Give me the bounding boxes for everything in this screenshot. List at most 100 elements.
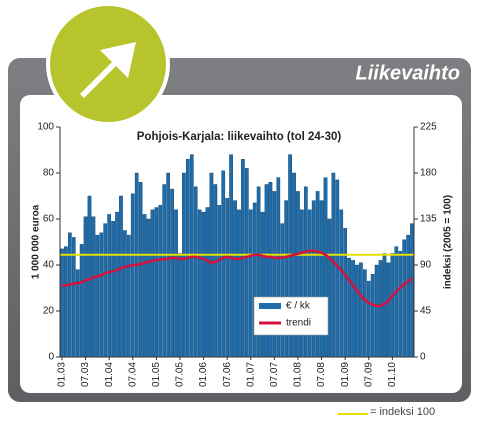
bar — [248, 209, 253, 358]
bar — [64, 246, 68, 358]
x-tick-label: 07.05 — [175, 362, 186, 387]
bar — [244, 168, 249, 358]
x-tick-label: 01.05 — [151, 362, 162, 387]
bar — [331, 172, 336, 358]
bar — [142, 214, 147, 358]
bar — [205, 207, 210, 358]
bar — [158, 204, 163, 358]
bar — [182, 172, 186, 358]
bar — [67, 232, 72, 358]
bar — [370, 274, 375, 358]
bar — [406, 234, 410, 358]
bar — [60, 248, 64, 358]
y2-tick-label: 45 — [420, 306, 432, 317]
x-tick-label: 01.09 — [340, 362, 351, 387]
bar — [170, 188, 174, 358]
bar — [280, 223, 285, 358]
bar — [162, 184, 167, 358]
badge — [46, 2, 170, 126]
bar — [197, 209, 202, 358]
x-tick-label: 01.06 — [198, 362, 209, 387]
bar — [229, 154, 233, 358]
bar — [390, 253, 395, 358]
bar — [394, 246, 399, 358]
trend-line — [61, 249, 413, 308]
reference-legend-label: = indeksi 100 — [370, 406, 435, 418]
bar — [87, 195, 92, 358]
legend-label: trendi — [286, 318, 311, 329]
bar — [99, 232, 104, 358]
x-tick-label: 01.07 — [245, 362, 256, 387]
y2-tick-label: 0 — [420, 352, 426, 363]
bar — [123, 230, 127, 358]
x-tick-label: 01.10 — [387, 362, 398, 387]
bar — [343, 227, 348, 358]
bar — [193, 186, 198, 358]
x-tick-label: 07.06 — [222, 362, 233, 387]
x-tick-label: 01.04 — [104, 362, 115, 387]
bar — [115, 211, 119, 358]
y-tick-label: 20 — [43, 306, 55, 317]
bar — [146, 218, 151, 358]
x-tick-label: 01.03 — [57, 362, 68, 387]
bar — [126, 234, 131, 358]
x-tick-label: 01.08 — [293, 362, 304, 387]
bar — [355, 264, 359, 358]
arrow-icon — [80, 42, 136, 98]
y-tick-label: 40 — [43, 260, 55, 271]
bar — [225, 198, 230, 358]
bar — [410, 223, 414, 358]
bar — [107, 214, 112, 358]
bar — [91, 216, 96, 358]
bar — [201, 211, 206, 358]
bar — [103, 223, 108, 358]
bar — [398, 250, 403, 358]
bar — [138, 181, 143, 358]
bar — [339, 209, 344, 358]
y2-tick-label: 180 — [420, 168, 437, 179]
x-tick-label: 07.03 — [80, 362, 91, 387]
bar — [402, 239, 407, 358]
bar — [150, 209, 155, 358]
bar — [95, 234, 100, 358]
bar — [119, 195, 123, 358]
bar — [374, 264, 379, 358]
bar — [217, 204, 222, 358]
legend-swatch — [259, 303, 281, 309]
y-tick-label: 100 — [37, 122, 54, 133]
bar — [386, 262, 391, 358]
bar — [362, 269, 367, 358]
bar — [351, 260, 355, 358]
y-tick-label: 60 — [43, 214, 55, 225]
bar — [378, 260, 383, 358]
bar — [174, 209, 178, 358]
header: Liikevaihto — [356, 62, 460, 84]
bar — [233, 200, 237, 358]
bar — [130, 193, 135, 358]
bar — [111, 221, 115, 358]
bar — [237, 209, 241, 358]
bar — [154, 207, 159, 358]
y2-axis-label: indeksi (2005 = 100) — [443, 195, 454, 289]
bar — [178, 253, 182, 358]
legend-label: € / kk — [286, 301, 311, 312]
bar — [359, 262, 363, 358]
bar — [347, 257, 351, 358]
bar — [83, 216, 88, 358]
y-tick-label: 80 — [43, 168, 55, 179]
bar — [209, 172, 214, 358]
y-axis-label: 1 000 000 euroa — [31, 204, 42, 279]
y2-tick-label: 225 — [420, 122, 437, 133]
chart-title: Pohjois-Karjala: liikevaihto (tol 24-30) — [137, 131, 342, 143]
bar — [327, 218, 332, 358]
y-tick-label: 0 — [48, 352, 54, 363]
bar — [79, 244, 84, 358]
x-tick-label: 07.09 — [363, 362, 374, 387]
bar — [221, 170, 226, 358]
x-tick-label: 07.04 — [127, 362, 138, 387]
bar — [166, 172, 171, 358]
y2-tick-label: 90 — [420, 260, 432, 271]
y2-tick-label: 135 — [420, 214, 437, 225]
bar — [213, 184, 218, 358]
